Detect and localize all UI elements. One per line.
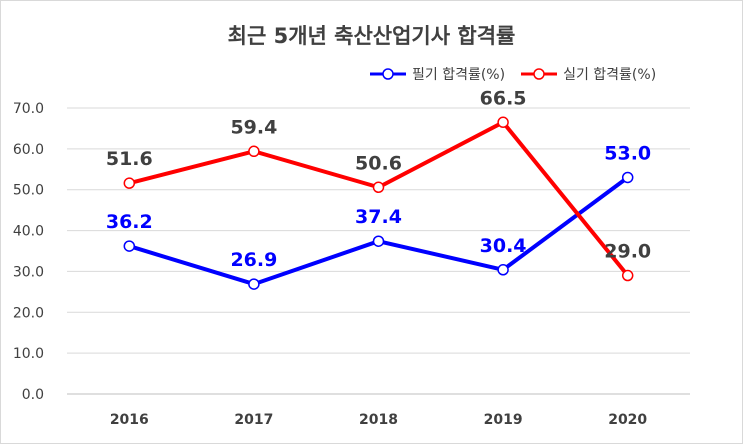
x-tick-label: 2017	[234, 412, 273, 428]
legend-label-written: 필기 합격률(%)	[412, 67, 506, 83]
legend-label-practical: 실기 합격률(%)	[563, 67, 657, 83]
y-tick-label: 20.0	[13, 305, 44, 321]
data-point	[248, 145, 260, 158]
data-point	[372, 181, 385, 194]
data-point	[497, 264, 509, 276]
data-label: 50.6	[355, 152, 402, 174]
data-point	[372, 235, 385, 247]
legend: 필기 합격률(%) 실기 합격률(%)	[368, 64, 670, 84]
y-tick-label: 40.0	[13, 224, 44, 240]
x-tick-label: 2016	[110, 412, 149, 428]
chart-title: 최근 5개년 축산산업기사 합격률	[227, 24, 516, 48]
data-label: 29.0	[604, 241, 651, 263]
data-label: 53.0	[604, 142, 651, 164]
data-label: 30.4	[480, 235, 527, 257]
legend-swatch-written	[370, 68, 406, 80]
x-tick-label: 2018	[359, 412, 398, 428]
y-tick-label: 60.0	[13, 142, 44, 158]
legend-item-practical: 실기 합격률(%)	[519, 64, 656, 84]
data-point	[497, 116, 509, 129]
data-label: 51.6	[106, 148, 153, 170]
data-point	[123, 177, 136, 189]
y-tick-label: 0.0	[22, 387, 44, 403]
y-tick-label: 50.0	[13, 183, 44, 199]
x-tick-label: 2020	[608, 412, 647, 428]
data-point	[123, 240, 136, 252]
y-tick-label: 70.0	[13, 101, 44, 117]
y-tick-label: 10.0	[13, 346, 44, 362]
data-label: 26.9	[230, 249, 277, 271]
data-point	[621, 269, 634, 282]
data-point	[621, 171, 634, 184]
data-label: 66.5	[480, 87, 527, 109]
data-label: 37.4	[355, 206, 402, 228]
data-label: 59.4	[230, 116, 277, 138]
legend-item-written: 필기 합격률(%)	[368, 64, 505, 84]
legend-swatch-practical	[521, 68, 558, 80]
data-label: 36.2	[106, 211, 153, 233]
series-line-1	[128, 120, 630, 277]
y-tick-label: 30.0	[13, 264, 44, 280]
x-tick-label: 2019	[484, 412, 523, 428]
data-point	[248, 278, 260, 290]
